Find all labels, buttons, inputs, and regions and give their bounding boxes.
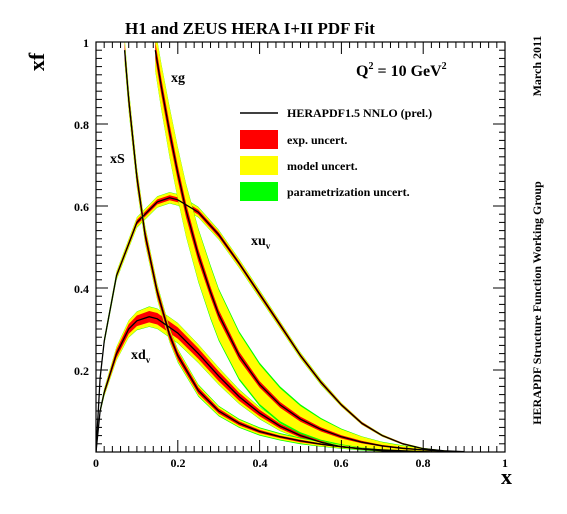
x-tick-label: 1	[502, 456, 508, 470]
legend-swatch-param	[240, 182, 278, 201]
central-curves	[96, 50, 465, 452]
band-model-xg	[155, 42, 465, 452]
legend-label: model uncert.	[287, 159, 358, 173]
x-tick-label: 0.8	[416, 456, 431, 470]
group-label: HERAPDF Structure Function Working Group	[530, 181, 544, 425]
x-tick-label: 0	[93, 456, 99, 470]
axis-ticks	[95, 41, 506, 453]
q2-rest: = 10 GeV	[373, 63, 442, 80]
q2-annotation: Q2 = 10 GeV2	[356, 61, 447, 80]
y-tick-label: 1	[83, 36, 89, 50]
xuv-sub: v	[266, 241, 271, 251]
xdv-sub: v	[146, 355, 151, 365]
date-label: March 2011	[530, 36, 544, 97]
curve-label-xs: xS	[110, 152, 125, 167]
legend-label: exp. uncert.	[287, 133, 347, 147]
chart-title: H1 and ZEUS HERA I+II PDF Fit	[125, 19, 375, 38]
legend-label: HERAPDF1.5 NNLO (prel.)	[287, 106, 432, 120]
band-model-xu-v	[96, 192, 465, 452]
x-tick-label: 0.4	[253, 456, 268, 470]
curve-label-xdv: xdv	[131, 348, 151, 365]
band-model-xd-v	[96, 306, 424, 452]
x-tick-labels: 0 0.2 0.4 0.6 0.8 1	[93, 456, 508, 470]
xdv-main: xd	[131, 348, 146, 363]
x-tick-label: 0.6	[334, 456, 349, 470]
series-line-xg	[154, 50, 465, 452]
plot-frame	[95, 41, 506, 453]
band-param-xs	[124, 42, 444, 452]
band-exp-xu-v	[96, 195, 465, 452]
y-tick-label: 0.6	[74, 200, 89, 214]
curve-label-xg: xg	[171, 71, 185, 86]
q2-exp: 2	[368, 61, 373, 72]
band-exp-xd-v	[96, 311, 424, 452]
y-tick-label: 0.4	[74, 282, 89, 296]
y-tick-labels: 0.2 0.4 0.6 0.8 1	[74, 36, 89, 378]
x-axis-label: x	[501, 464, 512, 489]
legend-label: parametrization uncert.	[287, 185, 410, 199]
curve-label-xuv: xuv	[251, 234, 271, 251]
x-tick-label: 0.2	[171, 456, 186, 470]
uncertainty-bands	[96, 42, 465, 452]
series-line-xs	[123, 50, 444, 452]
q2-base: Q	[356, 63, 368, 80]
legend: HERAPDF1.5 NNLO (prel.) exp. uncert. mod…	[240, 106, 432, 201]
y-tick-label: 0.8	[74, 118, 89, 132]
xuv-main: xu	[251, 234, 266, 249]
legend-swatch-exp	[240, 130, 278, 149]
y-tick-label: 0.2	[74, 364, 89, 378]
q2-exp2: 2	[442, 61, 447, 72]
y-axis-label: xf	[24, 52, 49, 71]
legend-swatch-model	[240, 156, 278, 175]
band-model-xs	[124, 42, 444, 452]
series-line-xu-v	[96, 197, 465, 452]
